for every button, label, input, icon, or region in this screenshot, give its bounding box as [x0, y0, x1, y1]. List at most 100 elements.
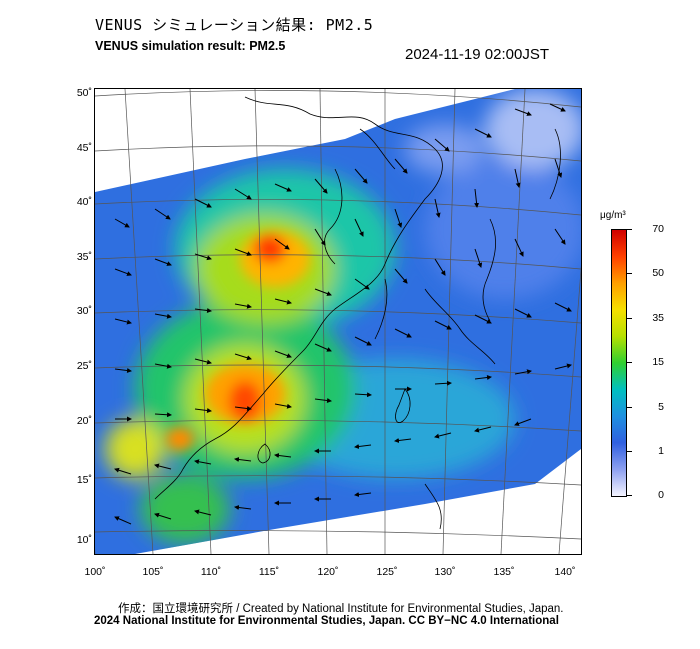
lon-label-130: 130˚ — [434, 566, 456, 578]
wind-arrow — [554, 363, 572, 370]
forecast-timestamp: 2024-11-19 02:00JST — [405, 46, 549, 63]
wind-arrow — [314, 228, 326, 246]
wind-arrow — [434, 432, 452, 439]
lon-label-120: 120˚ — [317, 566, 339, 578]
wind-arrow — [194, 459, 212, 465]
credit-line-2: 2024 National Institute for Environmenta… — [94, 615, 559, 627]
wind-arrow — [434, 320, 452, 330]
wind-arrow — [354, 392, 372, 398]
wind-arrow — [154, 463, 172, 470]
wind-arrow — [114, 218, 130, 228]
wind-arrow — [394, 208, 403, 228]
wind-arrow — [354, 168, 368, 184]
wind-arrow — [274, 238, 290, 250]
wind-arrow — [434, 380, 452, 386]
pm25-map — [94, 88, 582, 555]
wind-arrow — [549, 103, 566, 112]
lon-label-140: 140˚ — [554, 566, 576, 578]
colorbar — [611, 229, 627, 497]
title-english: VENUS simulation result: PM2.5 — [95, 39, 286, 53]
wind-arrow — [234, 303, 252, 309]
wind-arrow — [514, 418, 532, 426]
wind-arrow — [514, 108, 532, 116]
wind-vectors — [114, 103, 572, 525]
wind-arrow — [314, 398, 332, 403]
colorbar-label-5: 5 — [658, 401, 664, 413]
wind-arrow — [314, 178, 328, 194]
lat-label-35: 35˚ — [76, 251, 92, 263]
wind-arrow — [314, 343, 332, 352]
pm25-field — [95, 89, 581, 554]
coastlines — [154, 96, 561, 530]
wind-arrow — [274, 183, 292, 192]
wind-arrow — [194, 408, 212, 413]
wind-arrow — [354, 492, 372, 497]
wind-arrow — [154, 208, 171, 220]
wind-arrow — [274, 403, 292, 409]
wind-arrow — [114, 516, 132, 525]
wind-arrow — [434, 138, 450, 152]
wind-arrow — [194, 308, 212, 313]
wind-arrow — [514, 369, 532, 375]
title-japanese: VENUS シミュレーション結果: PM2.5 — [95, 16, 374, 34]
wind-arrow — [274, 350, 292, 358]
wind-arrow — [154, 412, 172, 418]
colorbar-tick — [626, 451, 632, 452]
wind-arrow — [354, 218, 364, 237]
wind-arrow — [194, 198, 212, 208]
lat-label-10: 10˚ — [76, 534, 92, 546]
colorbar-label-1: 1 — [658, 445, 664, 457]
wind-arrow — [234, 353, 252, 361]
lat-label-50: 50˚ — [76, 87, 92, 99]
lat-label-25: 25˚ — [76, 360, 92, 372]
wind-arrow — [274, 453, 292, 458]
colorbar-tick — [626, 362, 632, 363]
credit-line-1: 作成：国立環境研究所 / Created by National Institu… — [118, 603, 564, 615]
wind-arrow — [554, 158, 563, 178]
lon-label-115: 115˚ — [258, 566, 280, 578]
wind-arrow — [234, 505, 252, 510]
wind-arrow — [514, 238, 524, 257]
colorbar-label-15: 15 — [652, 356, 664, 368]
wind-arrow — [154, 258, 172, 266]
colorbar-tick — [626, 273, 632, 274]
lon-label-105: 105˚ — [142, 566, 164, 578]
lat-label-30: 30˚ — [76, 305, 92, 317]
colorbar-unit: μg/m³ — [600, 210, 626, 221]
wind-arrow — [474, 426, 492, 433]
wind-arrow — [474, 314, 492, 324]
wind-arrow — [554, 228, 566, 245]
wind-arrow — [154, 512, 172, 520]
lon-label-100: 100˚ — [84, 566, 106, 578]
colorbar-label-0: 0 — [658, 489, 664, 501]
wind-arrow — [114, 318, 132, 325]
wind-arrow — [114, 467, 132, 475]
lat-label-45: 45˚ — [76, 142, 92, 154]
colorbar-tick — [626, 229, 632, 230]
wind-arrow — [554, 302, 572, 312]
colorbar-label-70: 70 — [652, 223, 664, 235]
wind-arrow — [474, 128, 492, 138]
wind-arrow — [114, 268, 132, 276]
wind-arrow — [234, 188, 252, 200]
wind-arrow — [234, 248, 252, 256]
lon-label-110: 110˚ — [200, 566, 222, 578]
wind-arrow — [514, 168, 521, 188]
wind-arrow — [514, 308, 532, 318]
pm25-map-svg — [95, 89, 581, 554]
colorbar-tick — [626, 495, 632, 496]
wind-arrow — [194, 358, 212, 365]
wind-arrow — [434, 198, 441, 218]
wind-arrow — [394, 438, 412, 443]
colorbar-label-35: 35 — [652, 312, 664, 324]
graticule — [95, 89, 581, 554]
wind-arrow — [394, 268, 408, 284]
wind-arrow — [154, 313, 172, 319]
colorbar-tick — [626, 407, 632, 408]
wind-arrow — [234, 457, 252, 462]
lon-label-125: 125˚ — [376, 566, 398, 578]
wind-arrow — [194, 253, 212, 261]
wind-arrow — [354, 278, 370, 290]
wind-arrow — [474, 375, 492, 380]
wind-arrow — [354, 444, 372, 449]
